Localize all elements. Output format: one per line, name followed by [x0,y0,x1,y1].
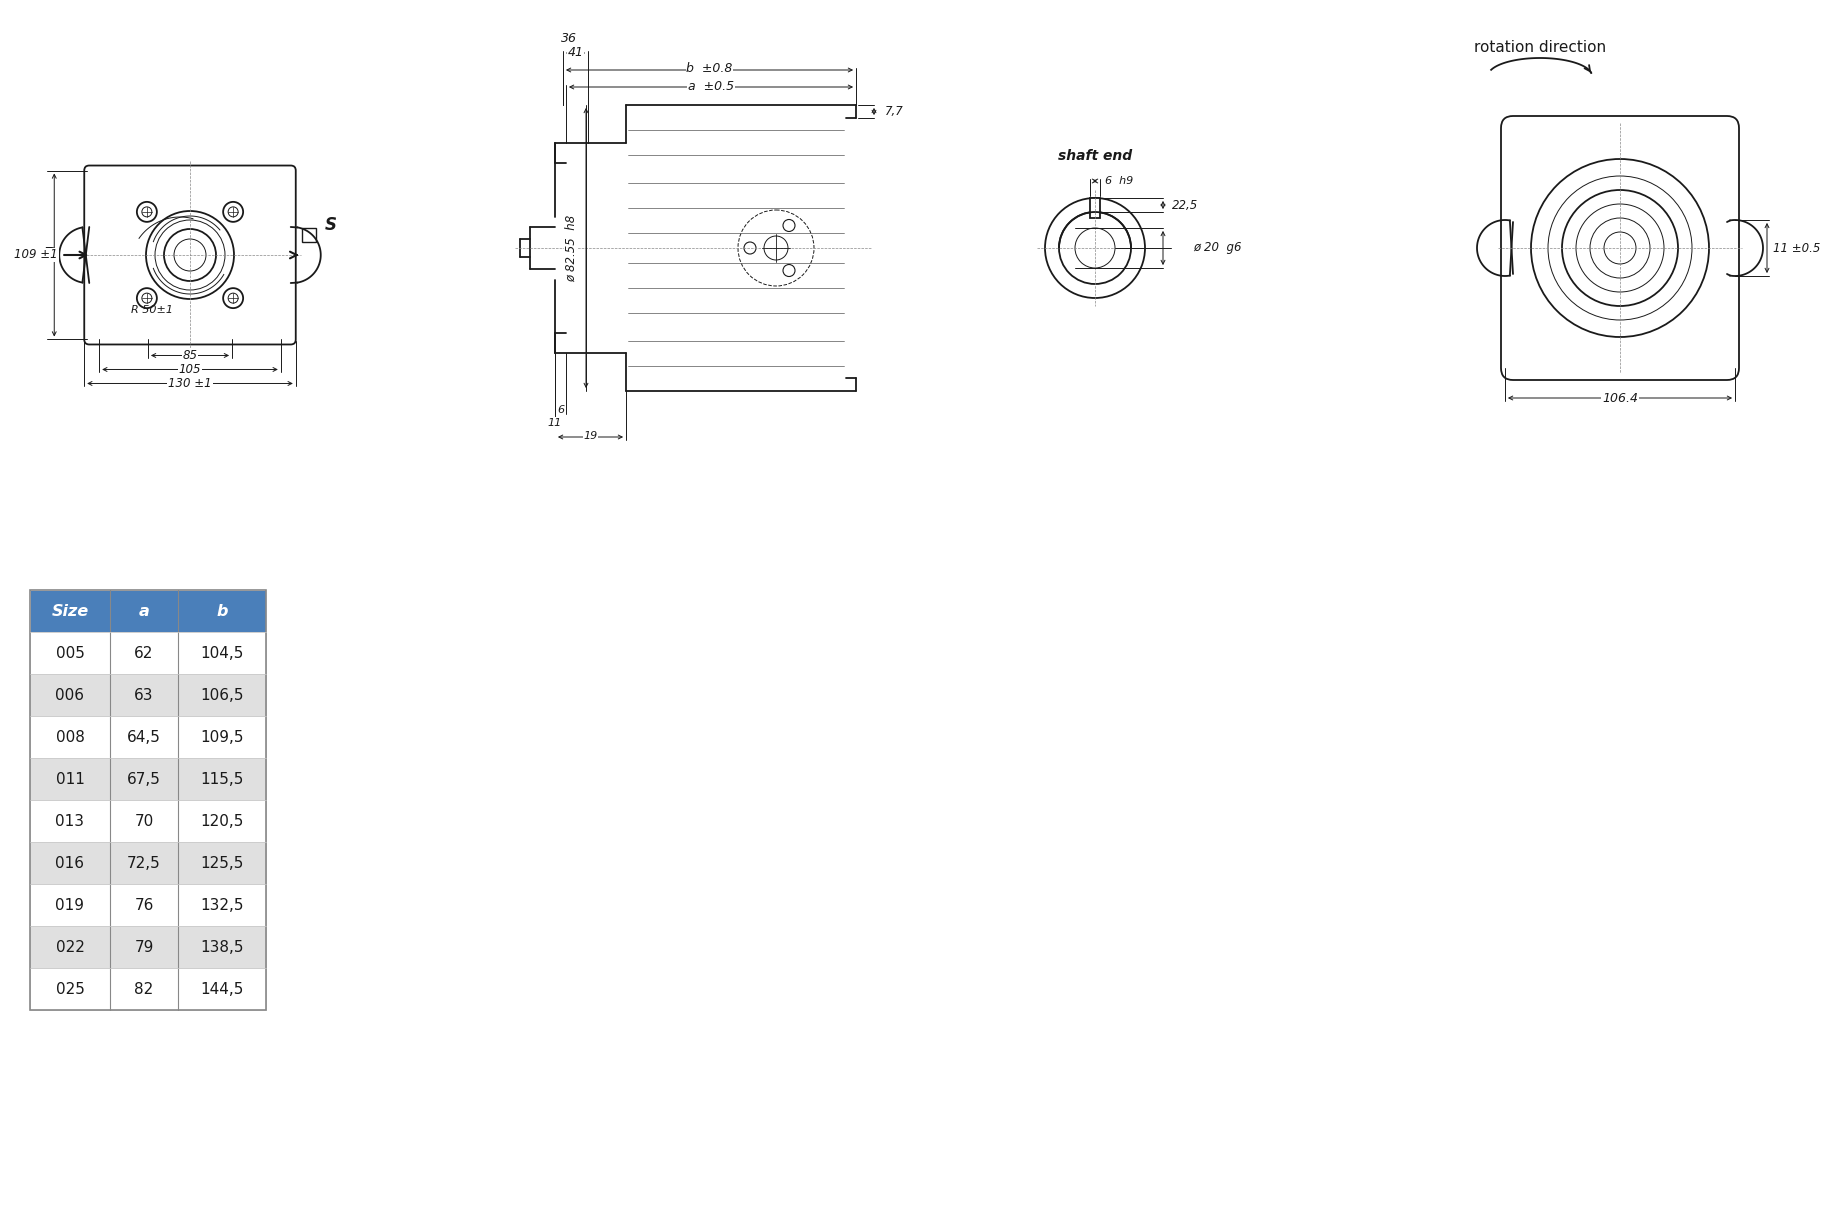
Text: 109,5: 109,5 [200,729,244,744]
Text: 36: 36 [561,32,577,45]
Text: 64,5: 64,5 [126,729,161,744]
Text: 67,5: 67,5 [126,771,161,786]
Text: 22,5: 22,5 [1172,199,1198,211]
Text: S: S [324,216,337,235]
Bar [178,799,266,842]
Bar [110,968,178,1009]
Bar [29,632,110,674]
Text: 76: 76 [134,898,154,912]
Bar [178,589,266,632]
Bar [178,716,266,758]
Bar [29,842,110,884]
Bar [178,926,266,968]
Bar [110,842,178,884]
Text: 106.4: 106.4 [1601,392,1638,404]
Bar [178,968,266,1009]
Bar [110,716,178,758]
Bar [29,968,110,1009]
Bar [1090,198,1099,219]
Text: Size: Size [51,603,88,619]
Text: 016: 016 [55,856,84,871]
Text: 022: 022 [55,939,84,954]
Text: 005: 005 [55,646,84,661]
Text: 138,5: 138,5 [200,939,244,954]
Bar [302,228,315,242]
Bar [29,884,110,926]
Text: 82: 82 [134,981,154,996]
Text: 6  h9: 6 h9 [1105,176,1134,185]
Text: 11 ±0.5: 11 ±0.5 [1773,242,1821,254]
Text: 011: 011 [55,771,84,786]
Bar [29,799,110,842]
Bar [178,884,266,926]
Bar [29,926,110,968]
Bar [29,716,110,758]
Bar [110,926,178,968]
Text: 008: 008 [55,729,84,744]
Bar [110,674,178,716]
Text: 11: 11 [548,418,562,429]
Text: 19: 19 [583,431,597,441]
Text: P: P [42,246,55,264]
Bar [110,589,178,632]
Text: rotation direction: rotation direction [1475,41,1607,55]
Text: 109 ±1: 109 ±1 [15,248,59,262]
Text: 79: 79 [134,939,154,954]
Text: shaft end: shaft end [1057,149,1132,163]
Text: 144,5: 144,5 [200,981,244,996]
Bar [178,842,266,884]
Text: ø 82.55  h8: ø 82.55 h8 [564,215,577,281]
Bar [110,758,178,799]
Text: 70: 70 [134,813,154,829]
Text: 72,5: 72,5 [126,856,161,871]
Text: R 50±1: R 50±1 [132,305,172,316]
Text: 125,5: 125,5 [200,856,244,871]
Bar [110,632,178,674]
Bar [29,589,266,1009]
Bar [178,758,266,799]
Text: 41: 41 [568,45,584,59]
Bar [178,674,266,716]
Bar [29,758,110,799]
Text: 120,5: 120,5 [200,813,244,829]
Text: 115,5: 115,5 [200,771,244,786]
Bar [110,799,178,842]
Text: b: b [216,603,227,619]
Text: 132,5: 132,5 [200,898,244,912]
Bar [29,589,110,632]
Text: a: a [139,603,150,619]
Text: a  ±0.5: a ±0.5 [689,80,735,92]
Text: 63: 63 [134,688,154,702]
Text: 105: 105 [180,363,202,376]
Text: 85: 85 [183,349,198,362]
Text: 106,5: 106,5 [200,688,244,702]
Text: 006: 006 [55,688,84,702]
Text: b  ±0.8: b ±0.8 [687,63,733,75]
Text: ø 20  g6: ø 20 g6 [1193,242,1242,254]
Bar [110,884,178,926]
Bar [178,632,266,674]
Bar [29,674,110,716]
Text: 62: 62 [134,646,154,661]
Text: 104,5: 104,5 [200,646,244,661]
Text: 6: 6 [557,405,564,415]
Text: 025: 025 [55,981,84,996]
Text: 019: 019 [55,898,84,912]
Text: 130 ±1: 130 ±1 [169,377,213,391]
Text: 7,7: 7,7 [885,106,903,118]
Text: 013: 013 [55,813,84,829]
